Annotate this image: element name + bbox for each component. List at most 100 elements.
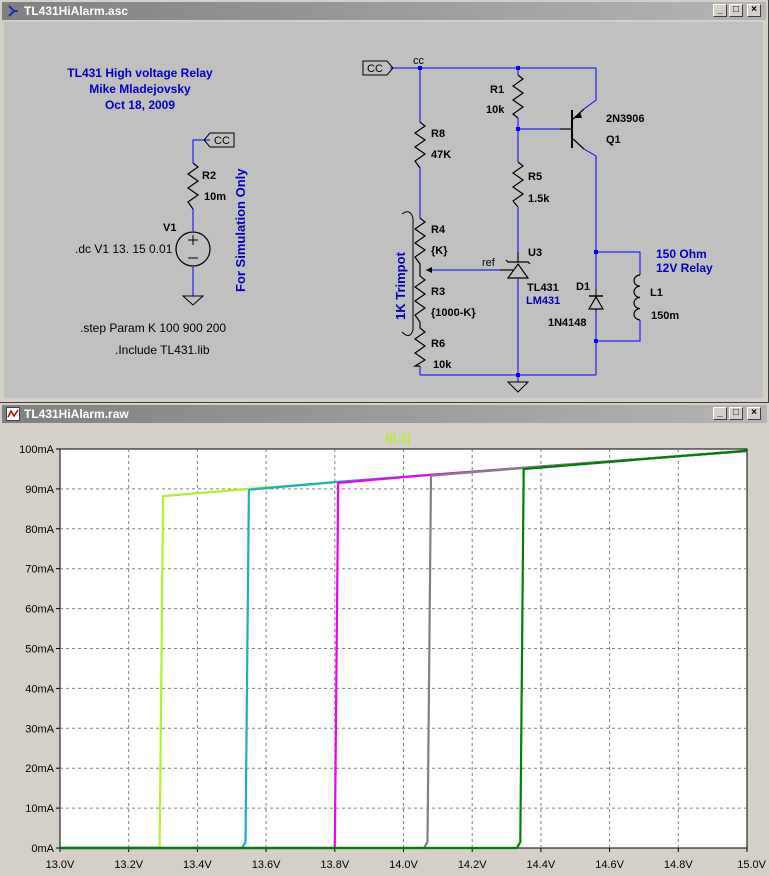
comment-title: TL431 High voltage Relay bbox=[67, 66, 213, 80]
x-tick-label: 13.8V bbox=[320, 859, 349, 871]
maximize-button[interactable]: □ bbox=[729, 407, 743, 420]
x-tick-label: 13.4V bbox=[183, 859, 212, 871]
schematic-window: TL431HiAlarm.asc _ □ × TL431 High voltag… bbox=[0, 0, 769, 403]
minimize-button[interactable]: _ bbox=[713, 407, 727, 420]
d1-value: 1N4148 bbox=[548, 317, 587, 329]
diode-d1[interactable] bbox=[587, 288, 605, 312]
waveform-title-bar[interactable]: TL431HiAlarm.raw _ □ × bbox=[2, 405, 767, 423]
r3-value: {1000-K} bbox=[431, 307, 476, 319]
r5-name: R5 bbox=[528, 171, 542, 183]
ground-icon bbox=[506, 381, 530, 393]
x-tick-label: 13.6V bbox=[252, 859, 281, 871]
y-tick-label: 100mA bbox=[19, 444, 55, 456]
u3-value: TL431 bbox=[527, 282, 559, 294]
comment-author: Mike Mladejovsky bbox=[89, 82, 191, 96]
resistor-r3[interactable] bbox=[413, 270, 427, 323]
svg-text:CC: CC bbox=[214, 135, 230, 147]
voltage-source-v1[interactable] bbox=[175, 231, 211, 267]
schematic-title-bar[interactable]: TL431HiAlarm.asc _ □ × bbox=[2, 2, 766, 20]
schematic-canvas[interactable]: TL431 High voltage Relay Mike Mladejovsk… bbox=[4, 22, 763, 398]
x-tick-label: 13.0V bbox=[46, 859, 75, 871]
r8-value: 47K bbox=[431, 149, 451, 161]
ref-node-label: ref bbox=[482, 257, 496, 269]
waveform-window-title: TL431HiAlarm.raw bbox=[24, 407, 129, 421]
resistor-r2[interactable] bbox=[186, 162, 200, 210]
svg-text:CC: CC bbox=[367, 63, 383, 75]
x-tick-label: 13.2V bbox=[114, 859, 143, 871]
trimpot-label: 1K Trimpot bbox=[393, 251, 408, 320]
u3-name: U3 bbox=[528, 247, 542, 259]
r6-value: 10k bbox=[433, 359, 452, 371]
x-tick-label: 14.6V bbox=[595, 859, 624, 871]
y-tick-label: 0mA bbox=[31, 843, 54, 855]
simulation-note: For Simulation Only bbox=[233, 168, 248, 292]
r4-name: R4 bbox=[431, 224, 446, 236]
resistor-r1[interactable] bbox=[511, 74, 525, 119]
r6-name: R6 bbox=[431, 338, 445, 350]
l1-name: L1 bbox=[650, 287, 663, 299]
l1-value: 150m bbox=[651, 310, 679, 322]
q1-value: 2N3906 bbox=[606, 113, 645, 125]
resistor-r8[interactable] bbox=[413, 121, 427, 169]
transistor-q1[interactable] bbox=[560, 108, 585, 150]
x-tick-label: 14.0V bbox=[389, 859, 418, 871]
waveform-window: TL431HiAlarm.raw _ □ × I(L1) 0mA 10mA 20mA… bbox=[0, 403, 769, 876]
y-tick-label: 40mA bbox=[25, 683, 54, 695]
grid bbox=[60, 449, 747, 848]
y-tick-label: 70mA bbox=[25, 564, 54, 576]
q1-name: Q1 bbox=[606, 134, 621, 146]
cc-net-flag-right[interactable]: CC bbox=[362, 60, 394, 76]
d1-name: D1 bbox=[576, 281, 590, 293]
include-directive[interactable]: .Include TL431.lib bbox=[115, 343, 210, 357]
x-axis: 13.0V 13.2V 13.4V 13.6V 13.8V 14.0V 14.2V 14.4V… bbox=[46, 848, 767, 871]
dc-directive[interactable]: .dc V1 13. 15 0.01 bbox=[75, 242, 173, 256]
ground-icon bbox=[181, 295, 205, 306]
traces bbox=[60, 449, 748, 850]
cc-node-label: cc bbox=[413, 55, 425, 67]
x-tick-label: 15.0V bbox=[737, 859, 766, 871]
waveform-icon bbox=[6, 407, 20, 421]
y-tick-label: 10mA bbox=[25, 803, 54, 815]
trace-step-5 bbox=[60, 449, 748, 850]
r1-value: 10k bbox=[486, 104, 505, 116]
comment-date: Oct 18, 2009 bbox=[105, 98, 175, 112]
x-tick-label: 14.4V bbox=[527, 859, 556, 871]
minimize-button[interactable]: _ bbox=[713, 4, 727, 17]
trimpot-bracket bbox=[401, 211, 414, 336]
y-tick-label: 90mA bbox=[25, 484, 54, 496]
maximize-button[interactable]: □ bbox=[729, 4, 743, 17]
y-tick-label: 50mA bbox=[25, 644, 54, 656]
schematic-window-title: TL431HiAlarm.asc bbox=[24, 4, 129, 18]
r1-name: R1 bbox=[490, 84, 504, 96]
x-tick-label: 14.2V bbox=[458, 859, 487, 871]
wiper-arrow-icon bbox=[426, 267, 432, 273]
r5-value: 1.5k bbox=[528, 193, 550, 205]
v1-name: V1 bbox=[163, 222, 176, 234]
resistor-r6[interactable] bbox=[412, 322, 427, 367]
close-button[interactable]: × bbox=[747, 4, 761, 17]
y-tick-label: 60mA bbox=[25, 604, 54, 616]
y-tick-label: 30mA bbox=[25, 723, 54, 735]
step-directive[interactable]: .step Param K 100 900 200 bbox=[80, 321, 226, 335]
y-tick-label: 20mA bbox=[25, 763, 54, 775]
waveform-plot[interactable]: I(L1) 0mA 10mA 20mA 30mA 40mA 50mA 60mA 70mA 80m… bbox=[0, 423, 769, 876]
r8-name: R8 bbox=[431, 128, 445, 140]
relay-note-line1: 150 Ohm bbox=[656, 247, 707, 261]
relay-note-line2: 12V Relay bbox=[656, 261, 713, 275]
close-button[interactable]: × bbox=[747, 407, 761, 420]
r4-value: {K} bbox=[431, 245, 448, 257]
r3-name: R3 bbox=[431, 286, 445, 298]
r2-value: 10m bbox=[204, 191, 226, 203]
y-tick-label: 80mA bbox=[25, 524, 54, 536]
resistor-r4[interactable] bbox=[413, 217, 427, 270]
ltspice-schematic-icon bbox=[8, 5, 18, 17]
u3-alt-part: LM431 bbox=[526, 295, 560, 307]
r2-name: R2 bbox=[202, 170, 216, 182]
trace-label[interactable]: I(L1) bbox=[385, 431, 410, 445]
y-axis: 0mA 10mA 20mA 30mA 40mA 50mA 60mA 70mA 80mA 90mA 1… bbox=[19, 444, 60, 855]
cc-net-flag-left[interactable]: CC bbox=[203, 132, 235, 148]
inductor-l1[interactable] bbox=[633, 274, 641, 321]
shunt-regulator-u3[interactable] bbox=[500, 252, 531, 279]
x-tick-label: 14.8V bbox=[664, 859, 693, 871]
resistor-r5[interactable] bbox=[511, 161, 525, 208]
